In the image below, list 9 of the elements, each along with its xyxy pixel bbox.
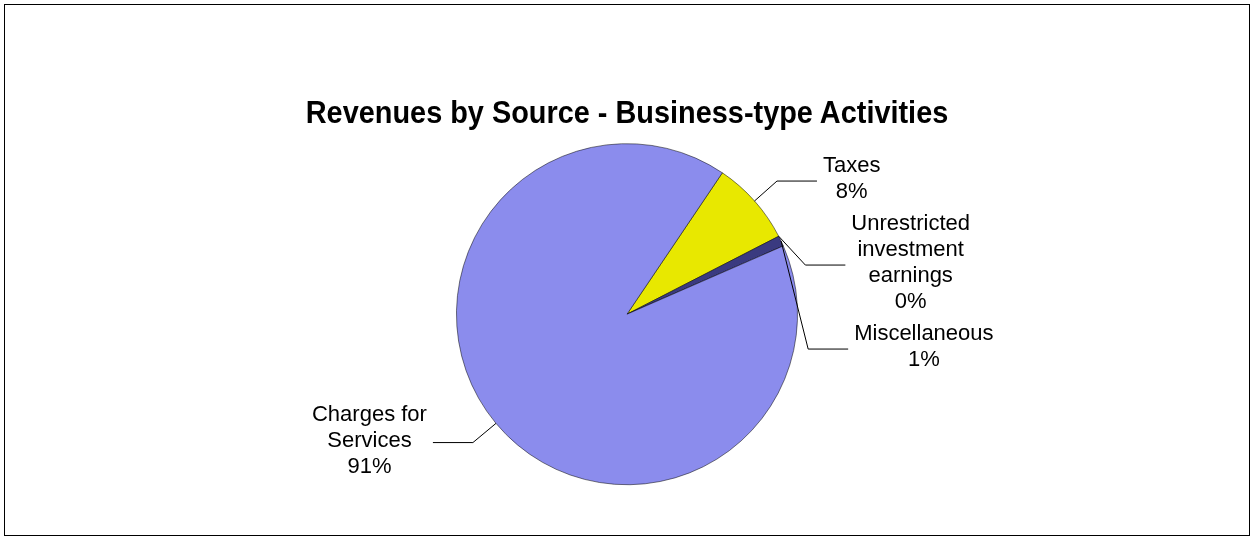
data-label: 91% bbox=[347, 452, 392, 478]
slice-label: Miscellaneous bbox=[854, 320, 994, 346]
data-label: 1% bbox=[907, 346, 940, 372]
slice-label: Taxes bbox=[822, 152, 881, 178]
chart-title: Revenues by Source - Business-type Activities bbox=[305, 93, 949, 131]
data-label: 8% bbox=[835, 178, 868, 204]
slice-label: Charges for Services bbox=[311, 400, 427, 452]
text: 0% bbox=[894, 288, 927, 314]
legend-label: Unrestricted investment earnings bbox=[851, 210, 970, 288]
